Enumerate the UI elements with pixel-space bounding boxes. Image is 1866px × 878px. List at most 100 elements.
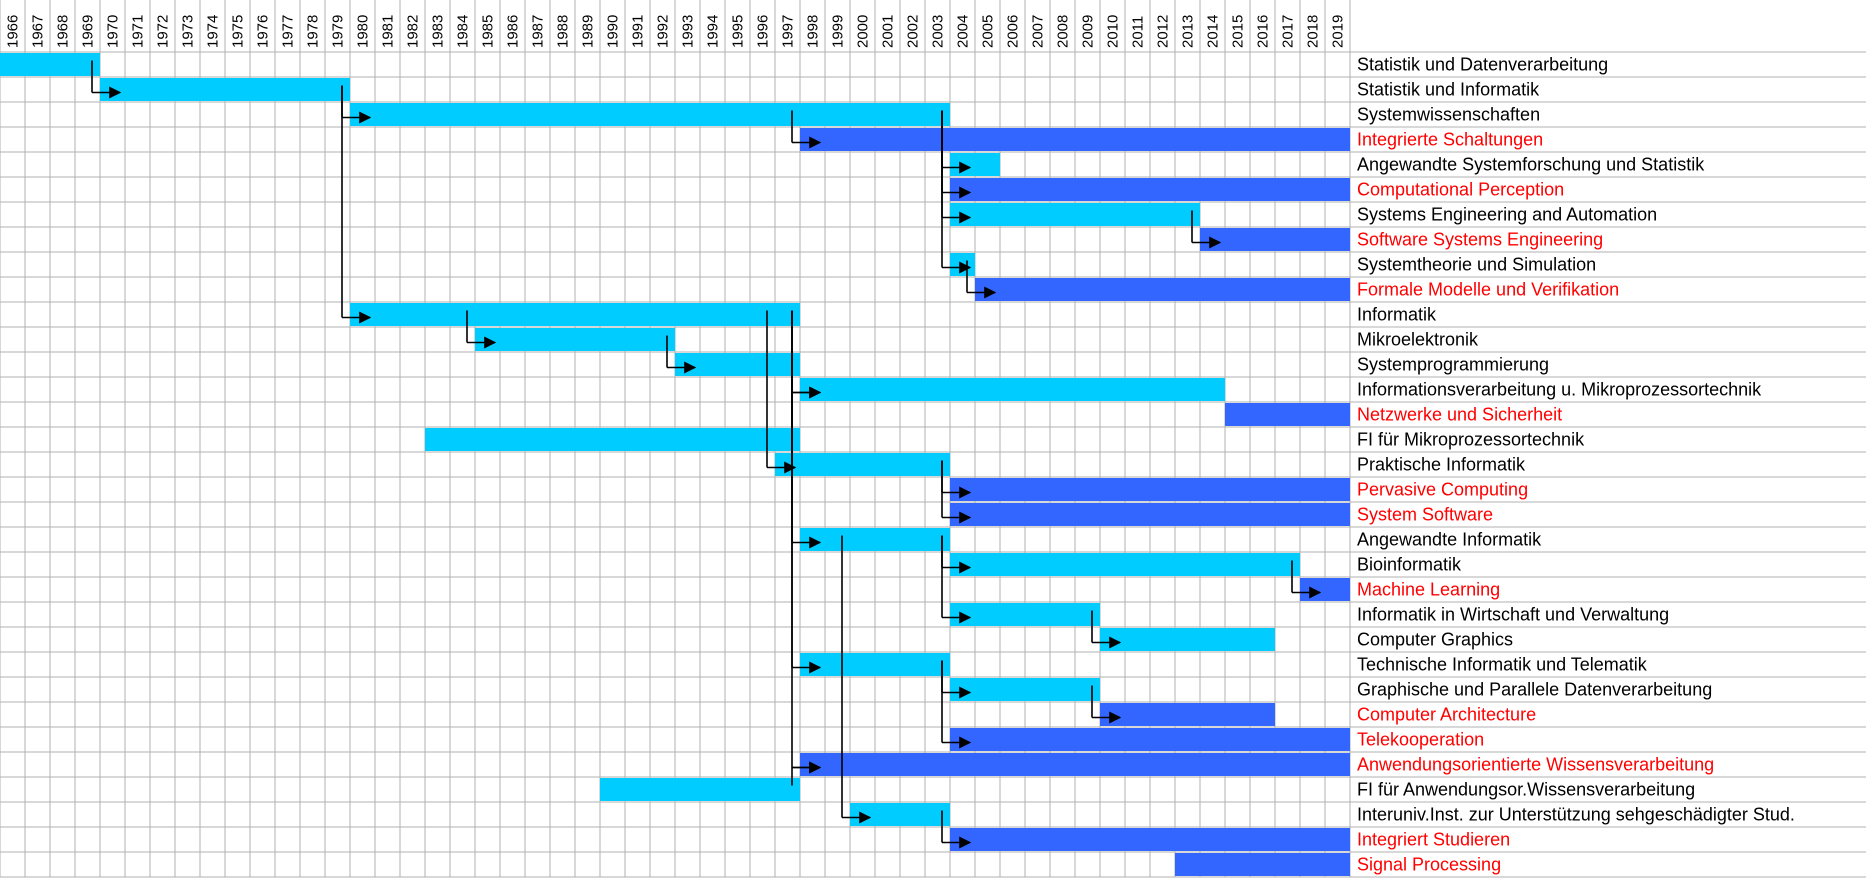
row-label: Machine Learning (1357, 580, 1500, 600)
row-label: Systemwissenschaften (1357, 105, 1540, 125)
row-label: Informationsverarbeitung u. Mikroprozess… (1357, 380, 1762, 400)
row-labels: Statistik und Datenverarbeitung Statistik… (1357, 55, 1795, 875)
year-tick-label: 2013 (1180, 15, 1197, 48)
year-tick-label: 2018 (1305, 15, 1322, 48)
transition-arrows (91, 60, 1322, 849)
row-label: System Software (1357, 505, 1493, 525)
year-tick-label: 2002 (905, 15, 922, 48)
historic-department-bar (600, 778, 800, 801)
row-label: Angewandte Informatik (1357, 530, 1542, 550)
year-tick-label: 1984 (455, 15, 472, 48)
historic-department-bar (950, 553, 1300, 576)
row-label: Technische Informatik und Telematik (1357, 655, 1648, 675)
historic-department-bar (350, 103, 950, 126)
year-tick-label: 2009 (1080, 15, 1097, 48)
row-label: Pervasive Computing (1357, 480, 1528, 500)
year-tick-label: 1969 (80, 15, 97, 48)
year-tick-label: 1981 (380, 15, 397, 48)
row-label: Integriert Studieren (1357, 830, 1510, 850)
year-tick-label: 1997 (780, 15, 797, 48)
year-tick-label: 1994 (705, 15, 722, 48)
row-label: Informatik in Wirtschaft und Verwaltung (1357, 605, 1669, 625)
year-tick-label: 2010 (1105, 15, 1122, 48)
row-label: Computer Graphics (1357, 630, 1513, 650)
row-label: Anwendungsorientierte Wissensverarbeitun… (1357, 755, 1714, 775)
historic-department-bar (950, 603, 1100, 626)
year-tick-label: 1990 (605, 15, 622, 48)
row-label: Statistik und Datenverarbeitung (1357, 55, 1608, 75)
year-tick-label: 1988 (555, 15, 572, 48)
historic-department-bar (675, 353, 800, 376)
row-label: Systemprogrammierung (1357, 355, 1549, 375)
row-label: Netzwerke und Sicherheit (1357, 405, 1562, 425)
row-label: Interuniv.Inst. zur Unterstützung sehges… (1357, 805, 1795, 825)
row-label: Informatik (1357, 305, 1437, 325)
current-department-bar (1225, 403, 1350, 426)
row-label: Statistik und Informatik (1357, 80, 1540, 100)
year-tick-label: 1987 (530, 15, 547, 48)
bars (0, 53, 1350, 876)
year-tick-label: 2012 (1155, 15, 1172, 48)
year-tick-label: 1972 (155, 15, 172, 48)
year-tick-label: 2003 (930, 15, 947, 48)
historic-department-bar (800, 653, 950, 676)
row-label: Praktische Informatik (1357, 455, 1526, 475)
year-tick-label: 2014 (1205, 15, 1222, 48)
current-department-bar (1100, 703, 1275, 726)
year-tick-label: 1979 (330, 15, 347, 48)
year-tick-label: 1993 (680, 15, 697, 48)
year-tick-label: 2017 (1280, 15, 1297, 48)
row-label: Bioinformatik (1357, 555, 1462, 575)
year-tick-label: 1967 (30, 15, 47, 48)
row-label: Integrierte Schaltungen (1357, 130, 1543, 150)
historic-department-bar (775, 453, 950, 476)
current-department-bar (950, 478, 1350, 501)
year-axis: 1966 1967 1968 1969 1970 1971 1972 1973 1974 1975… (5, 15, 1347, 48)
current-department-bar (1200, 228, 1350, 251)
row-label: Angewandte Systemforschung und Statistik (1357, 155, 1705, 175)
year-tick-label: 1989 (580, 15, 597, 48)
year-tick-label: 1996 (755, 15, 772, 48)
year-tick-label: 1986 (505, 15, 522, 48)
current-department-bar (950, 178, 1350, 201)
year-tick-label: 2008 (1055, 15, 1072, 48)
year-tick-label: 1977 (280, 15, 297, 48)
row-label: Systems Engineering and Automation (1357, 205, 1657, 225)
year-tick-label: 2001 (880, 15, 897, 48)
current-department-bar (800, 753, 1350, 776)
year-tick-label: 2005 (980, 15, 997, 48)
row-label: Formale Modelle und Verifikation (1357, 280, 1619, 300)
current-department-bar (800, 128, 1350, 151)
year-tick-label: 2011 (1130, 16, 1147, 48)
year-tick-label: 1980 (355, 15, 372, 48)
row-label: FI für Anwendungsor.Wissensverarbeitung (1357, 780, 1695, 800)
current-department-bar (950, 828, 1350, 851)
historic-department-bar (100, 78, 350, 101)
row-label: Mikroelektronik (1357, 330, 1479, 350)
row-label: Graphische und Parallele Datenverarbeitu… (1357, 680, 1712, 700)
year-tick-label: 1998 (805, 15, 822, 48)
year-tick-label: 1992 (655, 15, 672, 48)
historic-department-bar (950, 203, 1200, 226)
row-label: Computer Architecture (1357, 705, 1536, 725)
year-tick-label: 1982 (405, 15, 422, 48)
year-tick-label: 1970 (105, 15, 122, 48)
historic-department-bar (800, 528, 950, 551)
year-tick-label: 1985 (480, 15, 497, 48)
year-tick-label: 2006 (1005, 15, 1022, 48)
year-tick-label: 1974 (205, 15, 222, 48)
current-department-bar (1175, 853, 1350, 876)
year-tick-label: 1975 (230, 15, 247, 48)
year-tick-label: 1991 (630, 15, 647, 48)
year-tick-label: 1971 (130, 15, 147, 48)
row-label: Telekooperation (1357, 730, 1484, 750)
row-label: Computational Perception (1357, 180, 1564, 200)
year-tick-label: 2016 (1255, 15, 1272, 48)
year-tick-label: 2015 (1230, 15, 1247, 48)
year-tick-label: 1968 (55, 15, 72, 48)
historic-department-bar (0, 53, 100, 76)
year-tick-label: 2019 (1330, 15, 1347, 48)
current-department-bar (950, 503, 1350, 526)
